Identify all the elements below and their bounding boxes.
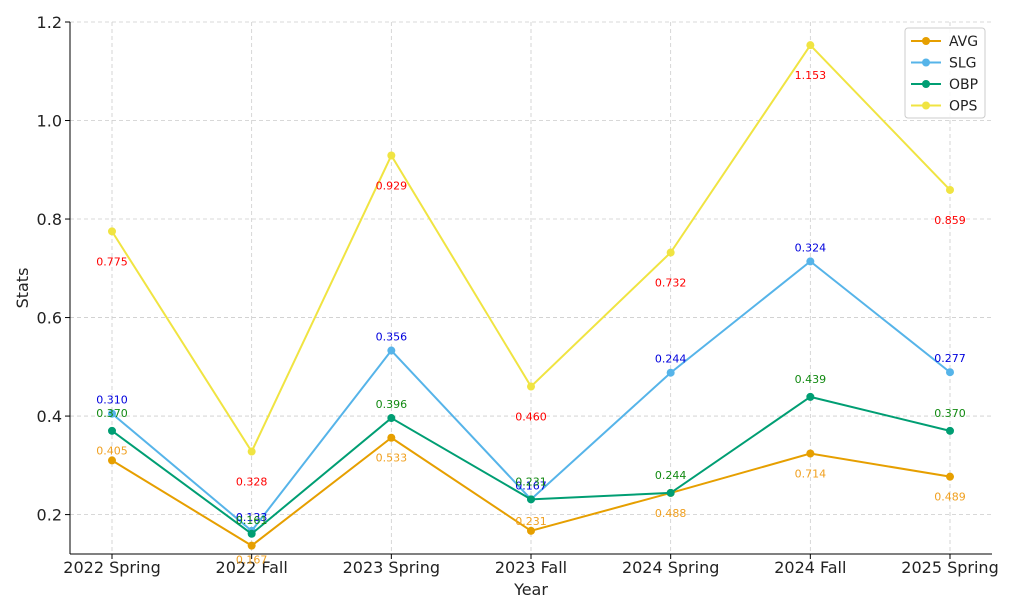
data-point-avg — [108, 456, 116, 465]
legend-entry-ops: OPS — [949, 99, 977, 115]
data-label-obp: 0.231 — [515, 475, 547, 488]
data-point-ops — [387, 151, 396, 160]
legend-entry-avg: AVG — [949, 34, 978, 50]
data-label-slg: 0.310 — [96, 394, 128, 407]
y-axis-title: Stats — [13, 268, 32, 309]
data-label-obp: 0.370 — [934, 407, 966, 420]
x-tick-label: 2023 Spring — [343, 558, 440, 577]
legend-entry-obp: OBP — [949, 77, 978, 93]
data-label-ops: 0.775 — [96, 255, 128, 268]
data-label-ops: 0.859 — [934, 214, 966, 227]
data-point-slg — [108, 409, 116, 418]
data-point-slg — [666, 368, 675, 377]
legend: AVG SLG OBP OPS — [904, 27, 986, 119]
data-point-obp — [387, 414, 396, 423]
data-label-obp: 0.396 — [376, 398, 408, 411]
legend-swatch-marker — [922, 80, 930, 88]
series-obp — [108, 392, 954, 538]
legend-entry-slg: SLG — [949, 56, 977, 72]
data-point-slg — [387, 346, 396, 355]
data-label-slg: 0.133 — [236, 511, 268, 524]
data-point-avg — [946, 472, 954, 481]
data-point-obp — [108, 426, 116, 435]
x-axis-title: Year — [513, 580, 548, 599]
data-point-obp — [527, 495, 535, 504]
data-point-avg — [806, 449, 815, 458]
y-tick-label: 0.2 — [37, 506, 62, 525]
data-label-avg: 0.231 — [515, 515, 547, 528]
x-tick-label: 2022 Spring — [63, 558, 160, 577]
data-point-obp — [806, 392, 815, 401]
data-label-avg: 0.405 — [96, 444, 128, 457]
legend-swatch-marker — [922, 101, 930, 110]
data-label-avg: 0.167 — [236, 554, 268, 567]
data-label-ops: 0.460 — [515, 411, 547, 424]
data-label-avg: 0.714 — [795, 468, 827, 481]
data-label-avg: 0.488 — [655, 507, 687, 520]
data-labels: 0.405 0.167 0.533 0.231 0.488 0.714 0.489 0.310… — [96, 69, 966, 566]
legend-frame — [904, 27, 986, 119]
data-label-slg: 0.356 — [376, 331, 408, 344]
data-point-ops — [666, 248, 675, 257]
data-point-slg — [946, 368, 954, 377]
data-label-ops: 0.732 — [655, 277, 687, 290]
data-label-obp: 0.244 — [655, 469, 687, 482]
x-ticks: 2022 Spring 2022 Fall 2023 Spring 2023 Fall… — [63, 554, 999, 577]
legend-swatch-marker — [922, 37, 930, 45]
y-tick-label: 1.0 — [37, 112, 62, 131]
x-tick-label: 2022 Fall — [216, 558, 288, 577]
data-label-obp: 0.161 — [236, 514, 268, 527]
y-tick-label: 1.2 — [37, 13, 62, 32]
data-point-avg — [247, 541, 256, 550]
data-point-obp — [247, 529, 256, 538]
data-point-slg — [806, 257, 815, 266]
data-point-avg — [387, 433, 396, 442]
data-label-slg: 0.277 — [934, 352, 966, 365]
data-label-slg: 0.167 — [515, 479, 547, 492]
data-label-slg: 0.324 — [795, 241, 827, 254]
data-label-ops: 1.153 — [795, 69, 827, 82]
y-tick-label: 0.6 — [37, 309, 62, 328]
grid — [70, 21, 992, 554]
y-ticks: 0.2 0.4 0.6 0.8 1.0 1.2 — [37, 13, 70, 525]
data-point-obp — [666, 488, 675, 497]
data-point-ops — [806, 41, 815, 50]
series-ops — [108, 41, 954, 456]
data-label-avg: 0.533 — [376, 452, 408, 465]
data-label-obp: 0.370 — [96, 407, 128, 420]
data-point-ops — [527, 382, 535, 391]
data-point-ops — [946, 185, 954, 194]
data-label-ops: 0.328 — [236, 476, 268, 489]
x-tick-label: 2025 Spring — [901, 558, 998, 577]
legend-swatch-marker — [922, 58, 930, 67]
data-label-avg: 0.489 — [934, 491, 966, 504]
data-label-obp: 0.439 — [795, 373, 827, 386]
series-layer — [108, 41, 954, 550]
data-point-ops — [108, 227, 116, 236]
data-label-ops: 0.929 — [376, 179, 408, 192]
x-tick-label: 2024 Fall — [774, 558, 846, 577]
x-tick-label: 2024 Spring — [622, 558, 719, 577]
data-label-slg: 0.244 — [655, 353, 687, 366]
data-point-ops — [247, 447, 256, 456]
data-point-avg — [527, 526, 535, 535]
x-tick-label: 2023 Fall — [495, 558, 567, 577]
data-point-obp — [946, 426, 954, 435]
y-tick-label: 0.8 — [37, 210, 62, 229]
y-tick-label: 0.4 — [37, 407, 62, 426]
